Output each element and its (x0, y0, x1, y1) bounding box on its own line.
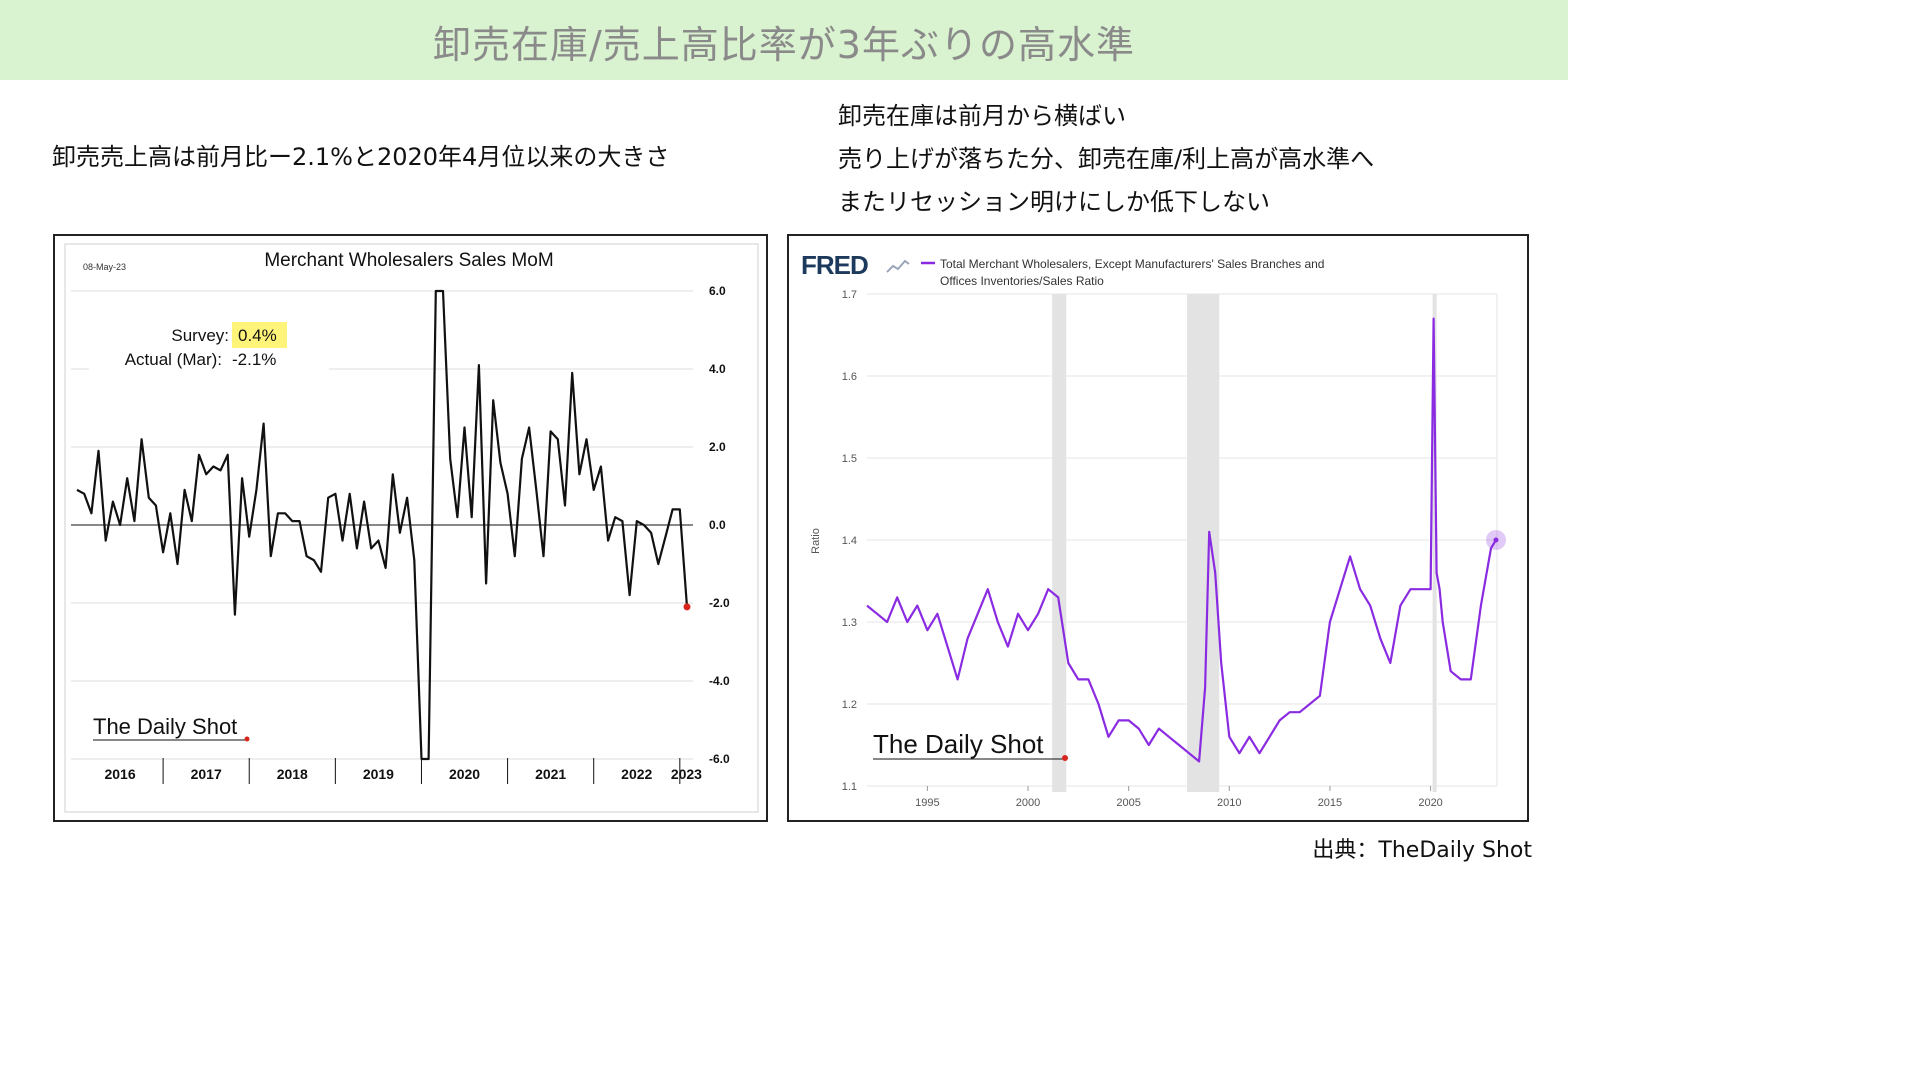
chart-date-label: 08-May-23 (83, 262, 126, 272)
survey-label: Survey: (171, 326, 229, 345)
year-label: 2020 (449, 766, 480, 782)
y-tick-label: 0.0 (709, 518, 726, 532)
right-caption-line: 売り上げが落ちた分、卸売在庫/利上高が高水準へ (838, 145, 1375, 173)
y-tick-label: -6.0 (709, 752, 730, 766)
watermark: The Daily Shot (873, 729, 1044, 759)
y-tick-label: 6.0 (709, 284, 726, 298)
survey-value: 0.4% (238, 326, 277, 345)
sales-mom-line (76, 289, 689, 761)
y-tick-label: -4.0 (709, 674, 730, 688)
inventory-sales-ratio-line (866, 317, 1497, 763)
year-label: 2022 (621, 766, 652, 782)
source-note: 出典：TheDaily Shot (1312, 838, 1532, 863)
left-caption: 卸売売上高は前月比ー2.1%と2020年4月位以来の大きさ (52, 143, 670, 171)
fred-series-title: Total Merchant Wholesalers, Except Manuf… (940, 257, 1324, 288)
chart-title: Merchant Wholesalers Sales MoM (264, 250, 553, 271)
y-tick-label: 1.7 (842, 289, 857, 301)
y-tick-label: 4.0 (709, 362, 726, 376)
right-chart: FRED Total Merchant Wholesalers, Except … (801, 250, 1506, 809)
page-title: 卸売在庫/売上高比率が3年ぶりの高水準 (433, 23, 1135, 67)
year-label: 2019 (363, 766, 394, 782)
y-tick-label: 1.4 (842, 535, 857, 547)
survey-highlight (232, 322, 287, 348)
x-tick-label: 2010 (1217, 797, 1241, 809)
y-tick-label: 1.1 (842, 781, 857, 793)
watermark-dot (1062, 755, 1068, 761)
y-tick-label: 2.0 (709, 440, 726, 454)
actual-value: -2.1% (232, 350, 276, 369)
recession-band (1052, 294, 1067, 792)
x-tick-label: 2015 (1318, 797, 1342, 809)
y-tick-label: 1.5 (842, 453, 857, 465)
fred-chart-icon (886, 259, 910, 273)
y-tick-label: 1.6 (842, 371, 857, 383)
y-tick-label: 1.3 (842, 617, 857, 629)
recession-band (1432, 294, 1437, 792)
y-tick-label: -2.0 (709, 596, 730, 610)
fred-logo: FRED (801, 250, 868, 280)
x-tick-label: 1995 (915, 797, 939, 809)
year-label: 2023 (671, 766, 702, 782)
annotation-box (89, 314, 329, 374)
left-chart: 08-May-23 Merchant Wholesalers Sales MoM… (64, 243, 759, 813)
x-tick-label: 2005 (1116, 797, 1140, 809)
fred-title-line: Offices Inventories/Sales Ratio (940, 274, 1104, 288)
title-banner: 卸売在庫/売上高比率が3年ぶりの高水準 (0, 0, 1568, 80)
year-label: 2016 (104, 766, 135, 782)
fred-title-line: Total Merchant Wholesalers, Except Manuf… (940, 257, 1324, 271)
right-caption: 卸売在庫は前月から横ばい 売り上げが落ちた分、卸売在庫/利上高が高水準へ またリ… (838, 95, 1374, 224)
right-caption-line: 卸売在庫は前月から横ばい (838, 102, 1126, 130)
actual-label: Actual (Mar): (125, 350, 222, 369)
watermark: The Daily Shot (93, 714, 237, 739)
left-chart-panel: 08-May-23 Merchant Wholesalers Sales MoM… (53, 234, 768, 822)
left-chart-frame (64, 243, 759, 813)
right-caption-line: またリセッション明けにしか低下しない (838, 188, 1270, 216)
watermark-dot (244, 736, 250, 742)
year-label: 2021 (535, 766, 566, 782)
x-tick-label: 2020 (1418, 797, 1442, 809)
x-tick-label: 2000 (1016, 797, 1040, 809)
right-chart-panel: FRED Total Merchant Wholesalers, Except … (787, 234, 1529, 822)
y-tick-label: 1.2 (842, 699, 857, 711)
year-label: 2017 (191, 766, 222, 782)
last-value-marker (683, 603, 691, 611)
year-label: 2018 (277, 766, 308, 782)
y-axis-label: Ratio (810, 528, 822, 554)
last-value-marker (1493, 537, 1499, 543)
